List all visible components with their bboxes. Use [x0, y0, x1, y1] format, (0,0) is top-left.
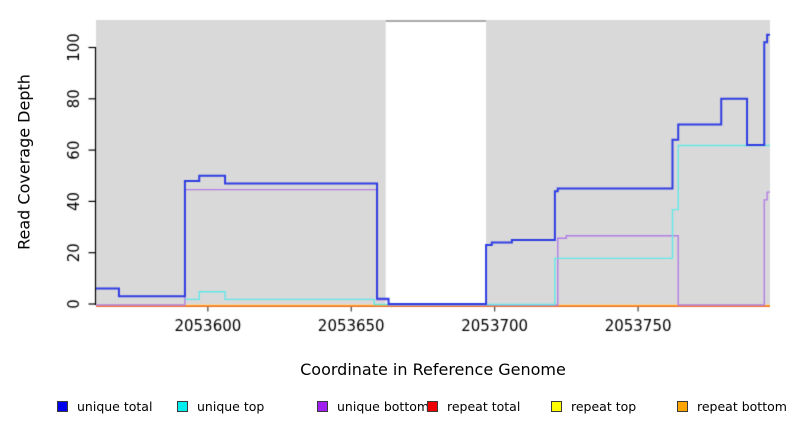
- x-axis-title: Coordinate in Reference Genome: [300, 360, 566, 379]
- y-axis-title: Read Coverage Depth: [14, 74, 34, 250]
